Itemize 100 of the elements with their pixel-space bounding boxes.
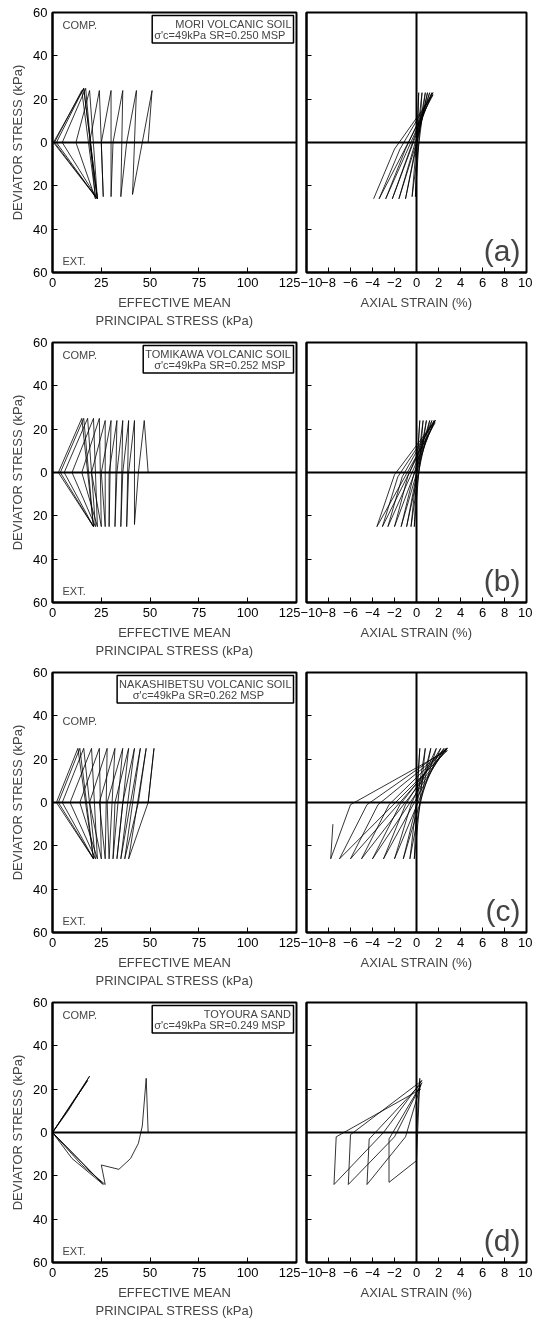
y-axis-title: DEVIATOR STRESS (kPa) bbox=[10, 394, 26, 551]
annotation: MORI VOLCANIC SOIL bbox=[175, 17, 292, 30]
y-tick-label: 20 bbox=[33, 91, 48, 107]
y-tick-label: 0 bbox=[40, 465, 48, 480]
annotation: (c) bbox=[485, 893, 521, 927]
y-tick-label: 40 bbox=[33, 881, 48, 897]
y-tick-label: 60 bbox=[33, 995, 48, 1010]
x-tick-label: −8 bbox=[321, 604, 336, 620]
annotation: EXT. bbox=[62, 1244, 86, 1257]
x-tick-label: 2 bbox=[434, 1264, 443, 1280]
x-tick-label: −6 bbox=[343, 604, 358, 620]
y-axis-title: DEVIATOR STRESS (kPa) bbox=[10, 64, 26, 221]
y-tick-label: 0 bbox=[40, 1125, 48, 1140]
annotation: (b) bbox=[483, 563, 521, 597]
annotation: σ'c=49kPa SR=0.250 MSP bbox=[154, 28, 286, 41]
y-tick-label: 40 bbox=[33, 551, 48, 567]
y-tick-label: 40 bbox=[33, 1038, 48, 1054]
x-tick-label: 6 bbox=[478, 934, 487, 950]
x-tick-label: −2 bbox=[387, 604, 402, 620]
x-tick-label: −4 bbox=[365, 274, 380, 290]
x-tick-label: 10 bbox=[518, 604, 533, 620]
y-tick-label: 60 bbox=[33, 1255, 48, 1270]
x-tick-label: −8 bbox=[321, 934, 336, 950]
x-tick-label: 100 bbox=[236, 604, 259, 620]
x-tick-label: 6 bbox=[478, 1264, 487, 1280]
x-tick-label: −4 bbox=[365, 1264, 380, 1280]
y-tick-label: 60 bbox=[33, 5, 48, 20]
x-tick-label: 100 bbox=[236, 1264, 259, 1280]
x-axis-title: AXIAL STRAIN (%) bbox=[360, 1284, 472, 1300]
x-tick-label: 75 bbox=[191, 1264, 207, 1280]
annotation: COMP. bbox=[62, 1008, 98, 1021]
y-axis-title: DEVIATOR STRESS (kPa) bbox=[10, 1054, 26, 1211]
x-tick-label: 75 bbox=[191, 274, 207, 290]
x-tick-label: 125 bbox=[278, 274, 301, 290]
x-tick-label: 50 bbox=[142, 604, 158, 620]
x-tick-label: 100 bbox=[236, 274, 259, 290]
y-tick-label: 20 bbox=[33, 421, 48, 437]
x-tick-label: 0 bbox=[412, 1264, 421, 1280]
x-axis-title: AXIAL STRAIN (%) bbox=[360, 624, 472, 640]
x-tick-label: −10 bbox=[300, 934, 323, 950]
x-tick-label: 10 bbox=[518, 274, 533, 290]
y-tick-label: 0 bbox=[40, 135, 48, 150]
y-tick-label: 20 bbox=[33, 1168, 48, 1184]
x-tick-label: 25 bbox=[94, 1264, 109, 1280]
y-tick-label: 20 bbox=[33, 1081, 48, 1097]
x-tick-label: −2 bbox=[387, 1264, 402, 1280]
annotation: EXT. bbox=[62, 584, 86, 597]
x-tick-label: 2 bbox=[434, 604, 443, 620]
x-tick-label: 4 bbox=[456, 934, 465, 950]
x-tick-label: 50 bbox=[142, 934, 158, 950]
x-tick-label: 75 bbox=[191, 934, 207, 950]
y-tick-label: 20 bbox=[33, 178, 48, 194]
y-tick-label: 60 bbox=[33, 595, 48, 610]
x-tick-label: 10 bbox=[518, 934, 533, 950]
x-tick-label: −8 bbox=[321, 1264, 336, 1280]
x-tick-label: 6 bbox=[478, 274, 487, 290]
x-axis-title: EFFECTIVE MEAN PRINCIPAL STRESS (kPa) bbox=[95, 954, 253, 988]
x-tick-label: −10 bbox=[300, 1264, 323, 1280]
x-tick-label: 50 bbox=[142, 1264, 158, 1280]
y-tick-label: 40 bbox=[33, 221, 48, 237]
annotation: COMP. bbox=[62, 348, 98, 361]
y-tick-label: 60 bbox=[33, 925, 48, 940]
x-axis-title: EFFECTIVE MEAN PRINCIPAL STRESS (kPa) bbox=[95, 1284, 253, 1318]
x-tick-label: 125 bbox=[278, 934, 301, 950]
x-axis-title: AXIAL STRAIN (%) bbox=[360, 294, 472, 310]
x-tick-label: −2 bbox=[387, 274, 402, 290]
x-tick-label: −2 bbox=[387, 934, 402, 950]
y-axis-title: DEVIATOR STRESS (kPa) bbox=[10, 724, 26, 881]
y-tick-label: 40 bbox=[33, 48, 48, 64]
annotation: (d) bbox=[483, 1223, 521, 1257]
x-tick-label: −6 bbox=[343, 1264, 358, 1280]
x-tick-label: 8 bbox=[500, 1264, 509, 1280]
y-tick-label: 40 bbox=[33, 708, 48, 724]
x-tick-label: −4 bbox=[365, 604, 380, 620]
x-tick-label: 4 bbox=[456, 1264, 465, 1280]
x-tick-label: 50 bbox=[142, 274, 158, 290]
annotation: NAKASHIBETSU VOLCANIC SOIL bbox=[119, 677, 292, 690]
x-tick-label: 8 bbox=[500, 604, 509, 620]
x-axis-title: EFFECTIVE MEAN PRINCIPAL STRESS (kPa) bbox=[95, 624, 253, 658]
x-tick-label: 2 bbox=[434, 934, 443, 950]
annotation: EXT. bbox=[62, 914, 86, 927]
x-tick-label: 10 bbox=[518, 1264, 533, 1280]
x-axis-title: EFFECTIVE MEAN PRINCIPAL STRESS (kPa) bbox=[95, 294, 253, 328]
annotation: COMP. bbox=[62, 18, 98, 31]
x-tick-label: −6 bbox=[343, 934, 358, 950]
annotation: TOYOURA SAND bbox=[203, 1007, 291, 1020]
y-tick-label: 0 bbox=[40, 795, 48, 810]
x-tick-label: −10 bbox=[300, 274, 323, 290]
annotation: (a) bbox=[483, 233, 521, 267]
x-tick-label: 4 bbox=[456, 274, 465, 290]
y-tick-label: 40 bbox=[33, 1211, 48, 1227]
y-tick-label: 60 bbox=[33, 665, 48, 680]
annotation: COMP. bbox=[62, 714, 98, 727]
x-tick-label: −4 bbox=[365, 934, 380, 950]
x-axis-title: AXIAL STRAIN (%) bbox=[360, 954, 472, 970]
x-tick-label: 8 bbox=[500, 274, 509, 290]
x-tick-label: 4 bbox=[456, 604, 465, 620]
x-tick-label: 25 bbox=[94, 934, 109, 950]
y-tick-label: 20 bbox=[33, 751, 48, 767]
x-tick-label: 100 bbox=[236, 934, 259, 950]
